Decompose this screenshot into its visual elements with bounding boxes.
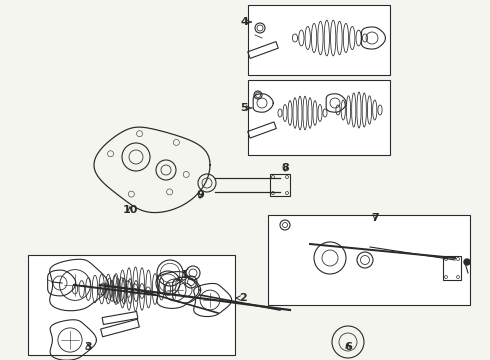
Text: 9: 9 xyxy=(196,190,204,200)
Bar xyxy=(268,215,470,305)
Bar xyxy=(443,256,461,280)
Text: 8: 8 xyxy=(281,163,289,173)
Text: 10: 10 xyxy=(122,205,138,215)
Circle shape xyxy=(464,259,470,265)
Text: 5: 5 xyxy=(240,103,252,113)
Text: 6: 6 xyxy=(344,342,352,352)
Text: 3: 3 xyxy=(84,342,92,352)
Text: 7: 7 xyxy=(371,213,379,223)
Text: 1: 1 xyxy=(177,270,189,281)
Bar xyxy=(28,255,235,355)
Text: 2: 2 xyxy=(236,293,247,303)
Bar xyxy=(248,5,390,75)
Bar xyxy=(248,80,390,155)
Bar xyxy=(270,174,290,196)
Text: 4: 4 xyxy=(240,17,251,27)
